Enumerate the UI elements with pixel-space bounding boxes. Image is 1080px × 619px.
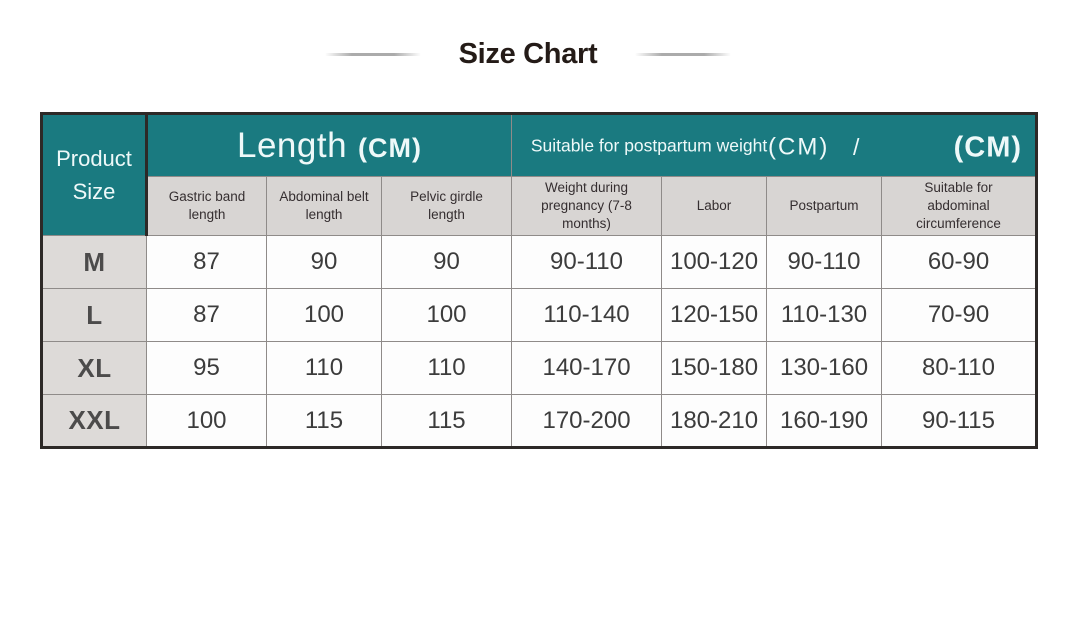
- column-header-labor: Labor: [661, 176, 768, 236]
- size-chart-table: Product Size Length (CM) Suitable for po…: [40, 112, 1039, 449]
- table-cell: 90-115: [881, 394, 1038, 448]
- size-label-m: M: [41, 235, 147, 289]
- table-cell: 160-190: [766, 394, 883, 448]
- table-cell: 95: [146, 341, 267, 395]
- table-cell: 90: [266, 235, 382, 289]
- table-cell: 90-110: [766, 235, 883, 289]
- postpartum-group-unit-a: (CM): [768, 133, 830, 161]
- column-header-postpartum: Postpartum: [766, 176, 883, 236]
- table-cell: 100: [380, 288, 513, 342]
- column-header-pregnancy-weight: Weight during pregnancy (7-8 months): [511, 176, 663, 236]
- length-group-label: Length: [236, 125, 348, 165]
- table-cell: 60-90: [881, 235, 1038, 289]
- table-cell: 150-180: [661, 341, 768, 395]
- size-label-xl: XL: [41, 341, 147, 395]
- table-cell: 90-110: [511, 235, 663, 289]
- table-cell: 110-140: [511, 288, 663, 342]
- table-cell: 110: [266, 341, 382, 395]
- column-header-abdominal-circumference: Suitable for abdominal circumference: [881, 176, 1038, 236]
- title-divider-left: [324, 52, 421, 56]
- table-cell: 80-110: [881, 341, 1038, 395]
- table-cell: 100-120: [661, 235, 768, 289]
- table-cell: 130-160: [766, 341, 883, 395]
- column-header-pelvic-girdle: Pelvic girdle length: [380, 176, 513, 236]
- table-row-xl: XL 95 110 110 140-170 150-180 130-160 80…: [41, 341, 1038, 395]
- table-cell: 70-90: [881, 288, 1038, 342]
- table-cell: 90: [380, 235, 513, 289]
- postpartum-group-label: Suitable for postpartum weight: [530, 135, 768, 155]
- column-header-gastric-band: Gastric band length: [146, 176, 267, 236]
- table-cell: 100: [146, 394, 267, 448]
- corner-header-line1: Product: [56, 146, 132, 171]
- postpartum-group-separator: /: [853, 133, 860, 160]
- column-header-row: Gastric band length Abdominal belt lengt…: [42, 176, 1038, 236]
- group-header-length: Length (CM): [145, 113, 513, 177]
- table-cell: 180-210: [661, 394, 768, 448]
- table-cell: 100: [266, 288, 382, 342]
- page-title: Size Chart: [458, 37, 598, 70]
- title-divider-right: [635, 52, 732, 56]
- table-row-m: M 87 90 90 90-110 100-120 90-110 60-90: [41, 235, 1038, 289]
- corner-header-line2: Size: [72, 179, 116, 204]
- table-cell: 87: [146, 288, 267, 342]
- length-group-unit: (CM): [358, 132, 423, 163]
- group-header-postpartum-weight: Suitable for postpartum weight (CM) / (C…: [511, 113, 1038, 177]
- size-label-xxl: XXL: [41, 394, 147, 448]
- table-cell: 140-170: [511, 341, 663, 395]
- group-header-row: Product Size Length (CM) Suitable for po…: [41, 113, 1038, 236]
- table-cell: 87: [146, 235, 267, 289]
- table-row-l: L 87 100 100 110-140 120-150 110-130 70-…: [41, 288, 1038, 342]
- table-cell: 110: [380, 341, 513, 395]
- table-cell: 110-130: [766, 288, 883, 342]
- table-cell: 115: [266, 394, 382, 448]
- postpartum-group-unit-b: (CM): [953, 130, 1023, 163]
- table-cell: 120-150: [661, 288, 768, 342]
- table-cell: 115: [380, 394, 513, 448]
- size-label-l: L: [41, 288, 147, 342]
- table-cell: 170-200: [511, 394, 663, 448]
- corner-header-product-size: Product Size: [41, 113, 148, 236]
- chart-title-row: Size Chart: [0, 30, 1068, 78]
- column-header-abdominal-belt: Abdominal belt length: [266, 176, 382, 236]
- table-row-xxl: XXL 100 115 115 170-200 180-210 160-190 …: [41, 394, 1038, 448]
